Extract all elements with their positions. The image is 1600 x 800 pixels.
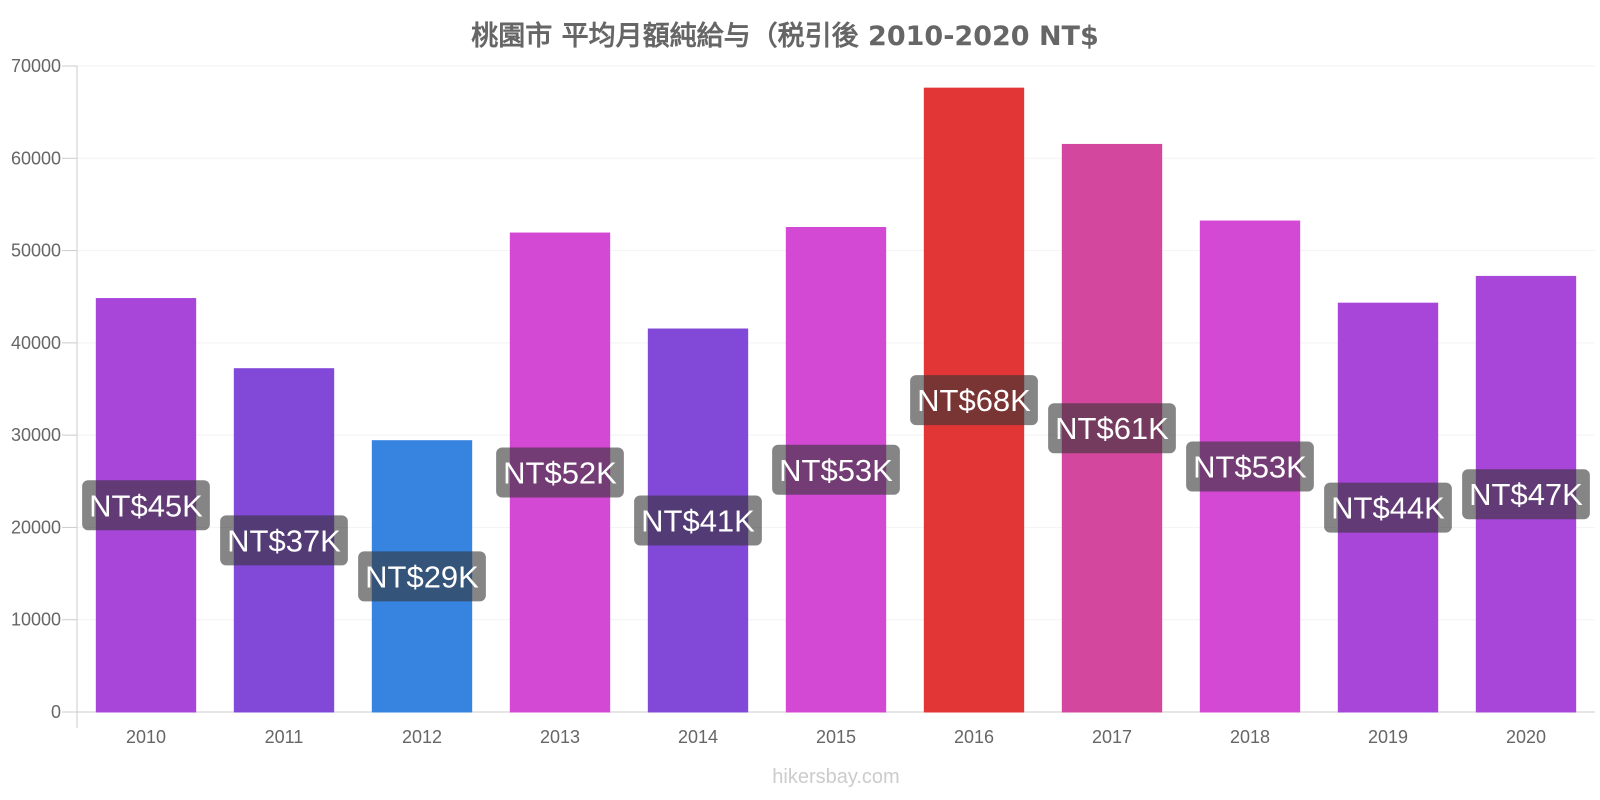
x-tick-label: 2010: [126, 727, 166, 747]
y-tick-label: 60000: [11, 148, 61, 168]
data-label-2013: NT$52K: [496, 447, 624, 498]
y-tick-label: 40000: [11, 333, 61, 353]
data-label-2020: NT$47K: [1462, 469, 1590, 520]
x-tick-label: 2016: [954, 727, 994, 747]
x-tick-label: 2015: [816, 727, 856, 747]
data-label-2018: NT$53K: [1186, 441, 1314, 492]
y-tick-labels: 0 10000 20000 30000 40000 50000 60000 70000: [11, 56, 77, 722]
data-label-box: [220, 515, 348, 566]
data-label-box: [82, 480, 210, 531]
data-label-box: [1324, 482, 1452, 533]
data-label-2016: NT$68K: [910, 375, 1038, 426]
data-label-box: [1048, 403, 1176, 454]
x-tick-label: 2018: [1230, 727, 1270, 747]
y-tick-label: 50000: [11, 241, 61, 261]
data-labels: NT$45K NT$37K NT$29K NT$52K NT$41K NT$53K NT$6…: [82, 375, 1590, 602]
x-tick-label: 2013: [540, 727, 580, 747]
x-tick-label: 2014: [678, 727, 718, 747]
data-label-text: NT$29K: [365, 559, 479, 594]
data-label-text: NT$53K: [779, 453, 893, 488]
data-label-text: NT$41K: [641, 504, 755, 539]
x-tick-label: 2020: [1506, 727, 1546, 747]
data-label-box: [1462, 469, 1590, 520]
data-label-box: [772, 444, 900, 495]
data-label-text: NT$68K: [917, 383, 1031, 418]
data-label-2017: NT$61K: [1048, 403, 1176, 454]
data-label-text: NT$47K: [1469, 477, 1583, 512]
data-label-2010: NT$45K: [82, 480, 210, 531]
data-label-box: [1186, 441, 1314, 492]
chart-title: 桃園市 平均月額純給与（税引後 2010-2020 NT$: [471, 21, 1099, 52]
data-label-box: [496, 447, 624, 498]
y-tick-label: 20000: [11, 517, 61, 537]
data-label-2015: NT$53K: [772, 444, 900, 495]
x-tick-label: 2011: [265, 727, 304, 747]
data-label-text: NT$44K: [1331, 491, 1445, 526]
data-label-box: [910, 375, 1038, 426]
x-tick-label: 2019: [1368, 727, 1408, 747]
data-label-2011: NT$37K: [220, 515, 348, 566]
data-label-text: NT$53K: [1193, 450, 1307, 485]
data-label-text: NT$37K: [227, 523, 341, 558]
data-label-2014: NT$41K: [634, 495, 762, 546]
data-label-text: NT$45K: [89, 488, 203, 523]
watermark: hikersbay.com: [772, 766, 900, 788]
data-label-text: NT$52K: [503, 456, 617, 491]
data-label-2019: NT$44K: [1324, 482, 1452, 533]
data-label-box: [358, 551, 486, 602]
y-tick-label: 10000: [11, 610, 61, 630]
y-tick-label: 30000: [11, 425, 61, 445]
data-label-box: [634, 495, 762, 546]
x-tick-label: 2012: [402, 727, 442, 747]
data-label-2012: NT$29K: [358, 551, 486, 602]
x-tick-labels: 2010 2011 2012 2013 2014 2015 2016 2017 2018 2019…: [126, 727, 1546, 747]
data-label-text: NT$61K: [1055, 411, 1169, 446]
x-tick-label: 2017: [1092, 727, 1132, 747]
bars: [95, 87, 1577, 713]
y-tick-label: 0: [51, 702, 61, 722]
y-tick-label: 70000: [11, 56, 61, 76]
